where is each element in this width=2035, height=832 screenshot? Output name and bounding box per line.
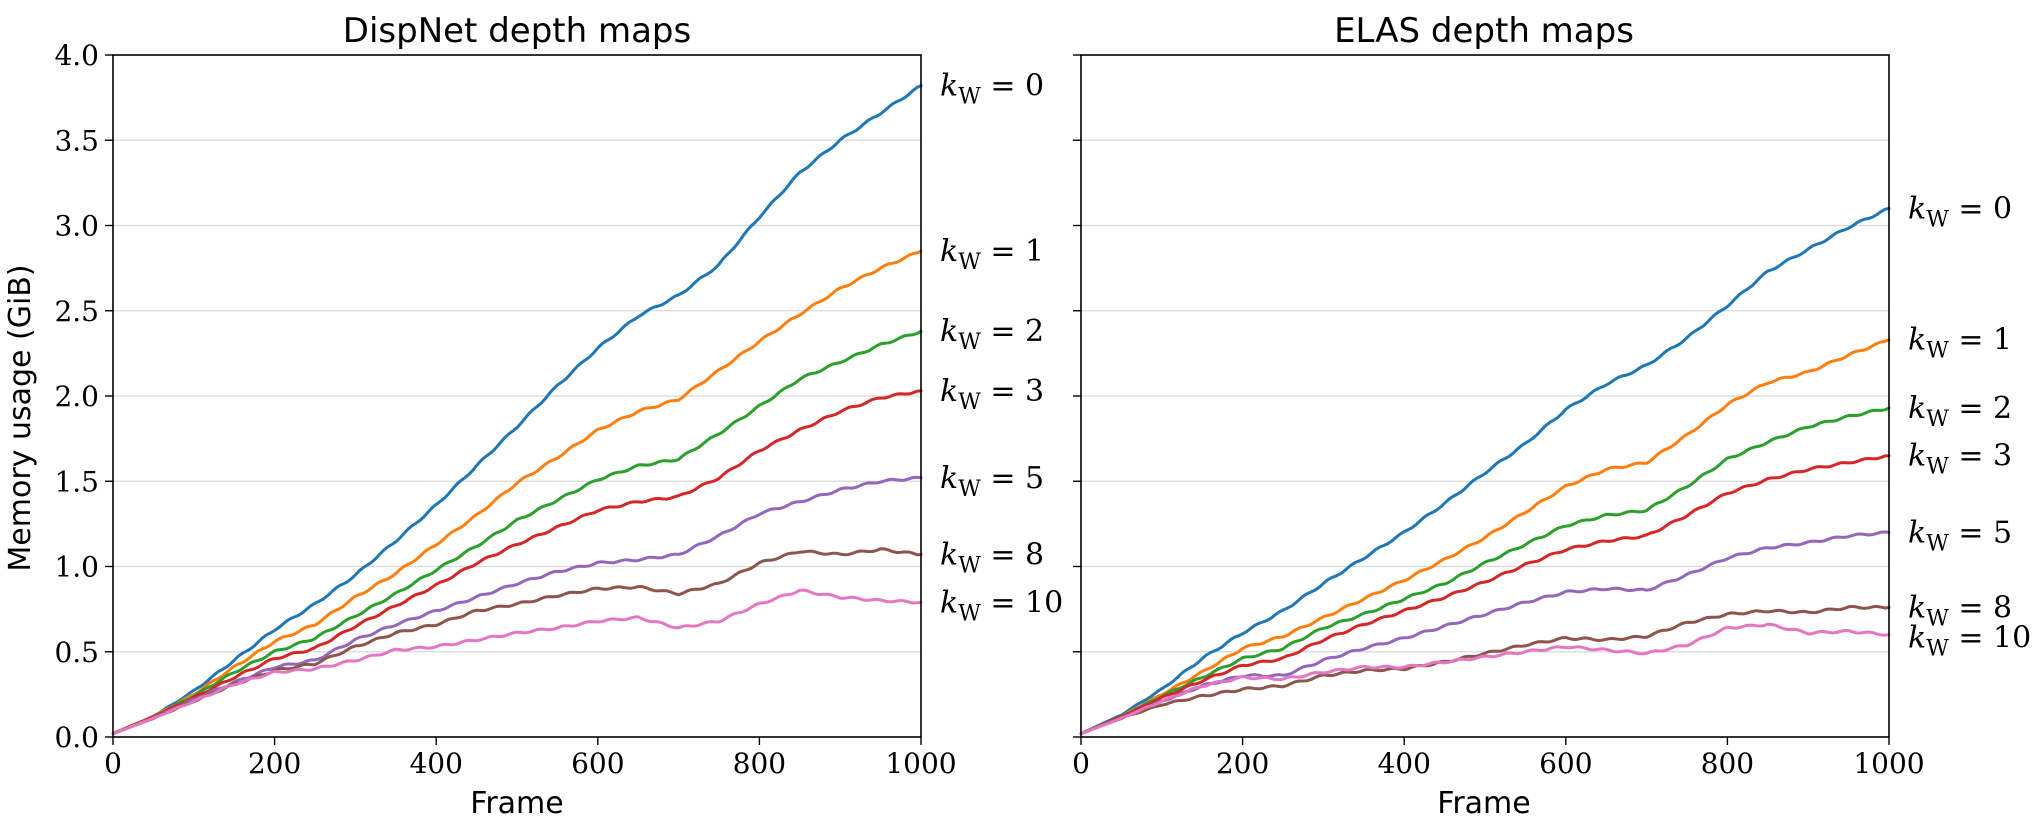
x-axis-label: Frame — [1437, 786, 1530, 821]
y-tick-label: 2.5 — [54, 295, 99, 328]
chart-title: ELAS depth maps — [1334, 11, 1634, 51]
x-tick-label: 800 — [733, 747, 786, 780]
x-tick-label: 600 — [571, 747, 624, 780]
series-label-kw-8: kW = 8 — [940, 538, 1044, 579]
series-label-kw-10: kW = 10 — [940, 585, 1063, 626]
series-line-kw-0 — [111, 84, 923, 736]
y-axis-label: Memory usage (GiB) — [3, 264, 38, 571]
x-tick-label: 600 — [1539, 747, 1592, 780]
series-label-kw-1: kW = 1 — [940, 234, 1044, 275]
series-line-kw-1 — [111, 249, 923, 736]
series-line-kw-3 — [1079, 454, 1891, 736]
series-line-kw-5 — [111, 475, 923, 736]
x-tick-label: 0 — [1072, 747, 1090, 780]
x-tick-label: 1000 — [885, 747, 956, 780]
series-label-kw-2: kW = 2 — [1908, 391, 2012, 432]
y-tick-label: 1.0 — [54, 551, 99, 584]
chart-dispnet: DispNet depth maps 0.0 0.5 1.0 1.5 2.0 2.5 3.0… — [3, 11, 1063, 821]
y-tick-label: 3.5 — [54, 124, 99, 157]
series-line-kw-10 — [1079, 622, 1891, 736]
series-label-kw-3: kW = 3 — [940, 374, 1044, 415]
y-tick-label: 2.0 — [54, 380, 99, 413]
series-line-kw-8 — [111, 547, 923, 736]
y-tick-label: 3.0 — [54, 210, 99, 243]
y-tick-label: 0.0 — [54, 721, 99, 754]
series-label-kw-5: kW = 5 — [940, 461, 1044, 502]
series-line-kw-1 — [1079, 338, 1891, 736]
x-tick-label: 200 — [248, 747, 301, 780]
series-label-kw-0: kW = 0 — [1908, 191, 2012, 232]
x-tick-label: 1000 — [1853, 747, 1924, 780]
series-line-kw-3 — [111, 389, 923, 736]
series-line-kw-8 — [1079, 604, 1891, 736]
series-label-kw-2: kW = 2 — [940, 314, 1044, 355]
series-label-kw-5: kW = 5 — [1908, 515, 2012, 556]
series-label-kw-3: kW = 3 — [1908, 439, 2012, 480]
series-line-kw-2 — [1079, 406, 1891, 736]
series-label-kw-8: kW = 8 — [1908, 590, 2012, 631]
y-tick-label: 0.5 — [54, 636, 99, 669]
series-line-kw-0 — [1079, 206, 1891, 736]
x-tick-label: 400 — [409, 747, 462, 780]
series-line-kw-2 — [111, 329, 923, 736]
series-label-kw-1: kW = 1 — [1908, 323, 2012, 364]
chart-title: DispNet depth maps — [343, 11, 691, 51]
series-line-kw-10 — [111, 588, 923, 736]
x-tick-label: 0 — [104, 747, 122, 780]
x-tick-label: 200 — [1216, 747, 1269, 780]
y-tick-label: 4.0 — [54, 39, 99, 72]
series-label-kw-0: kW = 0 — [940, 69, 1044, 110]
x-tick-label: 800 — [1701, 747, 1754, 780]
x-tick-label: 400 — [1377, 747, 1430, 780]
y-tick-label: 1.5 — [54, 465, 99, 498]
x-axis-label: Frame — [470, 786, 563, 821]
series-label-kw-10: kW = 10 — [1908, 620, 2031, 661]
chart-elas: ELAS depth maps 0 200 400 600 800 1000 kW = 0… — [1072, 11, 2031, 821]
